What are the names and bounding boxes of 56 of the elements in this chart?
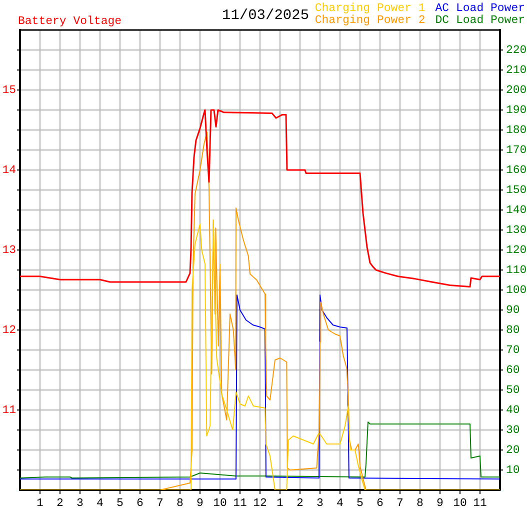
x-tick-label: 6 [136, 496, 144, 510]
y2-tick-label: 140 [506, 204, 527, 218]
y2-tick-label: 60 [506, 364, 520, 378]
x-tick-label: 3 [316, 496, 324, 510]
x-tick-label: 7 [156, 496, 164, 510]
y2-tick-label: 210 [506, 64, 527, 78]
x-tick-label: 2 [56, 496, 64, 510]
x-tick-label: 1 [36, 496, 44, 510]
y2-tick-label: 200 [506, 84, 527, 98]
x-tick-label: 4 [336, 496, 344, 510]
y2-tick-label: 30 [506, 424, 520, 438]
x-tick-label: 9 [436, 496, 444, 510]
x-tick-label: 12 [253, 496, 267, 510]
y2-tick-label: 190 [506, 104, 527, 118]
x-tick-label: 1 [276, 496, 284, 510]
x-tick-label: 10 [213, 496, 227, 510]
y2-tick-label: 220 [506, 44, 527, 58]
y2-tick-label: 130 [506, 224, 527, 238]
x-tick-label: 11 [473, 496, 487, 510]
y2-tick-label: 110 [506, 264, 527, 278]
text: AC Load Power [435, 2, 525, 15]
y2-tick-label: 10 [506, 464, 520, 478]
y2-tick-label: 20 [506, 444, 520, 458]
y-axis-title: Battery Voltage [18, 15, 122, 28]
text: Charging Power 1 [314, 2, 426, 15]
x-tick-label: 5 [356, 496, 364, 510]
y2-tick-label: 160 [506, 164, 527, 178]
y-tick-label: 13 [2, 244, 16, 258]
y2-tick-label: 40 [506, 404, 520, 418]
x-tick-label: 10 [453, 496, 467, 510]
x-tick-label: 6 [376, 496, 384, 510]
y2-tick-label: 170 [506, 144, 527, 158]
y2-tick-label: 150 [506, 184, 527, 198]
text: Charging Power 2 [314, 14, 426, 27]
y-tick-label: 11 [2, 404, 16, 418]
y2-tick-label: 100 [506, 284, 527, 298]
x-tick-label: 9 [196, 496, 204, 510]
x-tick-label: 7 [396, 496, 404, 510]
y-tick-label: 14 [2, 164, 16, 178]
x-tick-label: 3 [76, 496, 84, 510]
x-tick-label: 8 [416, 496, 424, 510]
x-tick-label: 5 [116, 496, 124, 510]
chart-title: 11/03/2025 [222, 8, 310, 24]
y2-tick-label: 80 [506, 324, 520, 338]
y2-tick-label: 50 [506, 384, 520, 398]
y-tick-label: 15 [2, 84, 16, 98]
x-tick-label: 4 [96, 496, 104, 510]
y2-tick-label: 70 [506, 344, 520, 358]
y2-tick-label: 180 [506, 124, 527, 138]
text: DC Load Power [435, 14, 525, 27]
y-tick-label: 12 [2, 324, 16, 338]
x-tick-label: 2 [296, 496, 304, 510]
x-tick-label: 8 [176, 496, 184, 510]
y2-tick-label: 90 [506, 304, 520, 318]
x-tick-label: 11 [233, 496, 247, 510]
y2-tick-label: 120 [506, 244, 527, 258]
